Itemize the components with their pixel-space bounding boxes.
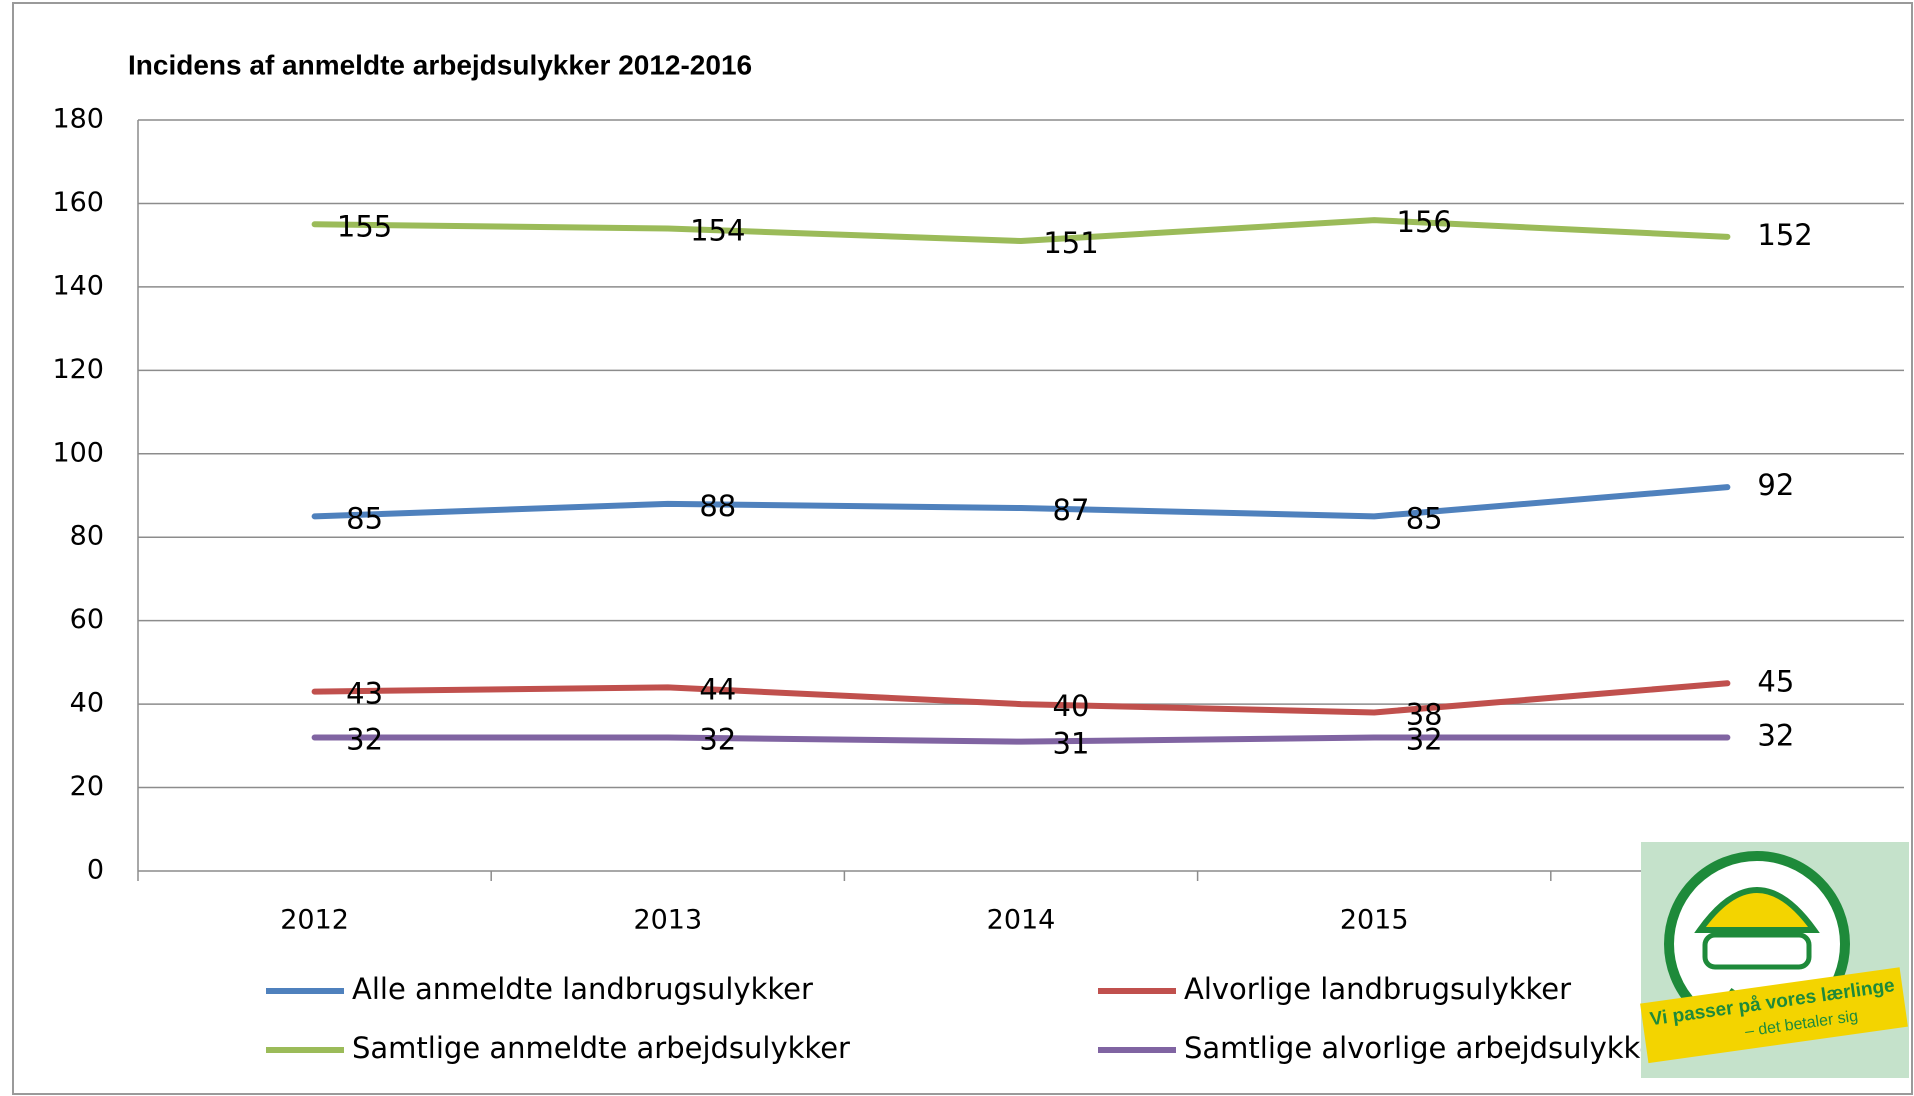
- chart: Incidens af anmeldte arbejdsulykker 2012…: [0, 0, 1914, 1096]
- data-label: 44: [699, 672, 736, 706]
- y-tick-label: 40: [70, 688, 104, 719]
- y-tick-label: 100: [52, 437, 104, 468]
- x-tick-label: 2015: [1340, 905, 1409, 936]
- logo: Vi passer på vores lærlinge – det betale…: [1640, 842, 1909, 1078]
- x-tick-label: 2014: [987, 905, 1056, 936]
- data-label: 85: [346, 501, 383, 535]
- legend-label: Samtlige alvorlige arbejdsulykker: [1184, 1031, 1669, 1065]
- data-label: 32: [699, 722, 736, 756]
- data-label: 45: [1757, 664, 1794, 698]
- data-label: 151: [1043, 226, 1098, 260]
- data-label: 152: [1757, 218, 1812, 252]
- data-label: 155: [337, 209, 392, 243]
- data-label: 154: [690, 213, 745, 247]
- legend-label: Alvorlige landbrugsulykker: [1184, 972, 1571, 1006]
- y-tick-label: 120: [52, 354, 104, 385]
- data-label: 87: [1053, 493, 1090, 527]
- data-label: 156: [1397, 205, 1452, 239]
- data-label: 85: [1406, 501, 1443, 535]
- y-tick-label: 20: [70, 771, 104, 802]
- data-label: 88: [699, 489, 736, 523]
- y-tick-label: 80: [70, 521, 104, 552]
- y-tick-label: 140: [52, 270, 104, 301]
- data-label: 31: [1053, 727, 1090, 761]
- data-label: 43: [346, 677, 383, 711]
- x-tick-label: 2013: [633, 905, 702, 936]
- legend-label: Alle anmeldte landbrugsulykker: [352, 972, 813, 1006]
- legend-label: Samtlige anmeldte arbejdsulykker: [352, 1031, 850, 1065]
- y-tick-label: 0: [87, 855, 104, 886]
- data-label: 32: [1406, 722, 1443, 756]
- data-label: 32: [1757, 718, 1794, 752]
- y-tick-label: 60: [70, 604, 104, 635]
- data-label: 92: [1757, 468, 1794, 502]
- x-tick-label: 2012: [280, 905, 349, 936]
- chart-title: Incidens af anmeldte arbejdsulykker 2012…: [128, 49, 752, 80]
- y-tick-label: 160: [52, 187, 104, 218]
- logo-goggles: [1705, 935, 1809, 967]
- data-label: 40: [1053, 689, 1090, 723]
- data-label: 32: [346, 722, 383, 756]
- y-tick-label: 180: [52, 104, 104, 135]
